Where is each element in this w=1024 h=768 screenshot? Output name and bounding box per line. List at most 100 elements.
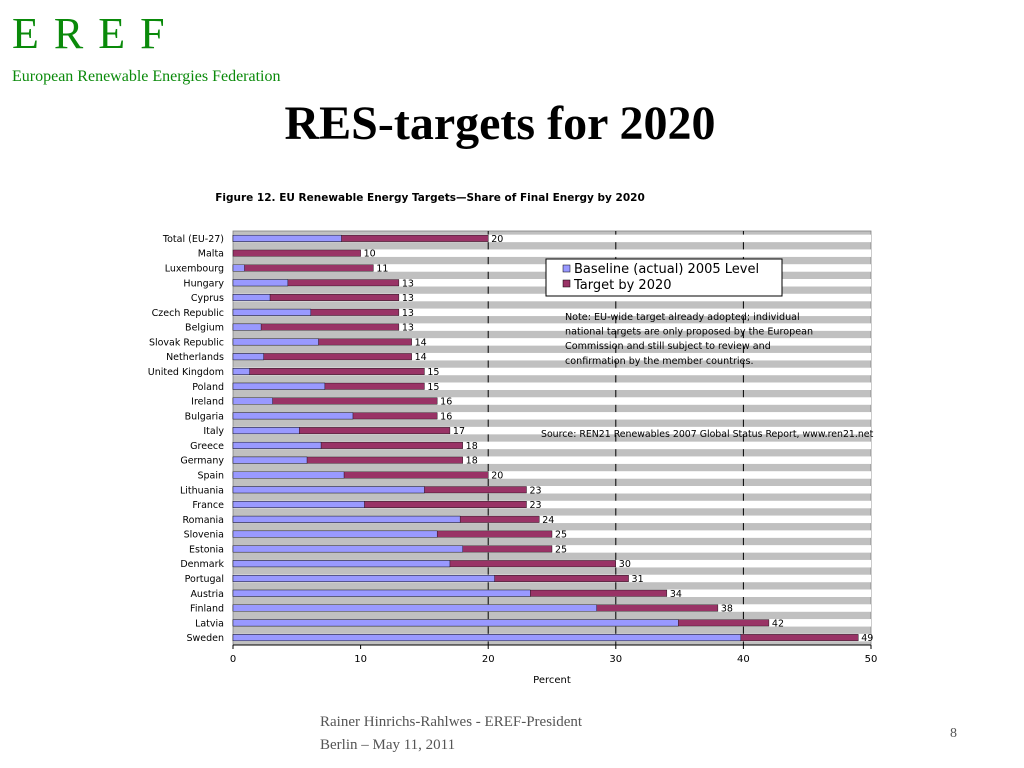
baseline-bar (232, 353, 264, 361)
data-label: 34 (670, 589, 682, 600)
category-label: Sweden (186, 633, 224, 644)
baseline-bar (232, 515, 461, 523)
data-label: 10 (364, 249, 376, 260)
category-label: Greece (190, 441, 224, 452)
category-label: Belgium (185, 323, 224, 334)
category-label: Netherlands (166, 352, 224, 363)
baseline-bar (232, 575, 495, 582)
baseline-bar (232, 545, 463, 553)
bar-lane (233, 338, 871, 346)
bar-lane (233, 426, 871, 435)
bar-lane (233, 367, 871, 376)
category-label: Slovak Republic (149, 337, 224, 348)
baseline-bar (232, 294, 271, 301)
baseline-bar (232, 264, 245, 272)
legend-box (545, 258, 783, 297)
bar-lane (233, 456, 871, 464)
data-label: 13 (402, 308, 414, 319)
data-label: 15 (427, 367, 439, 378)
category-label: United Kingdom (148, 367, 224, 378)
data-label: 11 (376, 263, 388, 274)
data-label: 30 (619, 559, 631, 570)
baseline-bar (232, 279, 289, 287)
category-label: Malta (198, 249, 224, 260)
chart-title: Figure 12. EU Renewable Energy Targets—S… (215, 192, 645, 204)
category-label: Ireland (191, 397, 224, 408)
data-label: 20 (491, 234, 503, 245)
baseline-bar (232, 308, 312, 316)
baseline-bar (232, 412, 354, 420)
category-label: Estonia (189, 544, 224, 555)
note-line: Note: EU-wide target already adopted; in… (565, 312, 800, 323)
bar-lane (233, 412, 871, 420)
baseline-bar (232, 604, 597, 612)
bar-lane (233, 234, 871, 243)
category-label: Austria (190, 589, 224, 600)
category-label: Czech Republic (152, 308, 224, 319)
legend-label-baseline: Baseline (actual) 2005 Level (574, 262, 759, 277)
legend-swatch-baseline (562, 264, 571, 273)
baseline-bar (232, 382, 326, 390)
category-label: Finland (190, 604, 224, 615)
data-label: 14 (415, 352, 427, 363)
bar-lane (233, 249, 871, 257)
x-axis-label: Percent (533, 675, 571, 686)
res-targets-chart: Figure 12. EU Renewable Energy Targets—S… (148, 192, 878, 686)
category-label: Hungary (183, 278, 224, 289)
data-label: 23 (529, 485, 541, 496)
data-label: 14 (415, 337, 427, 348)
data-label: 13 (402, 323, 414, 334)
baseline-bar (232, 560, 451, 568)
bar-lane (233, 382, 871, 390)
bar-lane (233, 500, 871, 509)
baseline-bar (232, 530, 438, 538)
data-label: 25 (555, 530, 567, 541)
baseline-bar (232, 323, 262, 331)
x-tick-label: 10 (354, 654, 367, 665)
category-label: Cyprus (191, 293, 224, 304)
baseline-bar (232, 619, 679, 627)
category-label: Lithuania (180, 485, 224, 496)
baseline-bar (232, 397, 273, 405)
x-tick-label: 20 (482, 654, 495, 665)
organization-name: European Renewable Energies Federation (12, 68, 281, 85)
category-label: Total (EU-27) (162, 234, 224, 245)
target-bar (232, 264, 374, 272)
baseline-bar (232, 368, 250, 375)
baseline-bar (232, 441, 322, 449)
baseline-bar (232, 501, 365, 508)
category-label: Germany (180, 456, 224, 467)
baseline-bar (232, 634, 742, 642)
data-label: 16 (440, 397, 452, 408)
x-tick-label: 30 (609, 654, 622, 665)
bar-lane (233, 441, 871, 450)
baseline-bar (232, 338, 319, 346)
category-label: Latvia (195, 618, 224, 629)
data-label: 17 (453, 426, 465, 437)
category-label: Bulgaria (185, 411, 224, 422)
category-label: Denmark (180, 559, 224, 570)
data-label: 18 (466, 441, 478, 452)
category-label: Portugal (185, 574, 224, 585)
legend-label-target: Target by 2020 (573, 278, 672, 293)
category-label: Poland (192, 382, 224, 393)
slide-title: RES-targets for 2020 (284, 97, 716, 150)
bar-lane (233, 486, 871, 494)
target-bar (232, 368, 425, 375)
page-number: 8 (950, 726, 957, 741)
data-label: 20 (491, 470, 503, 481)
data-label: 38 (721, 604, 733, 615)
bar-lane (233, 471, 871, 479)
data-label: 15 (427, 382, 439, 393)
category-label: Romania (182, 515, 224, 526)
baseline-bar (232, 471, 345, 479)
data-label: 25 (555, 544, 567, 555)
data-label: 31 (632, 574, 644, 585)
bar-lane (233, 293, 871, 302)
x-tick-label: 40 (737, 654, 750, 665)
category-label: Spain (197, 470, 224, 481)
data-label: 18 (466, 456, 478, 467)
category-label: Luxembourg (165, 263, 224, 274)
baseline-bar (232, 456, 308, 464)
bar-lane (233, 352, 871, 361)
